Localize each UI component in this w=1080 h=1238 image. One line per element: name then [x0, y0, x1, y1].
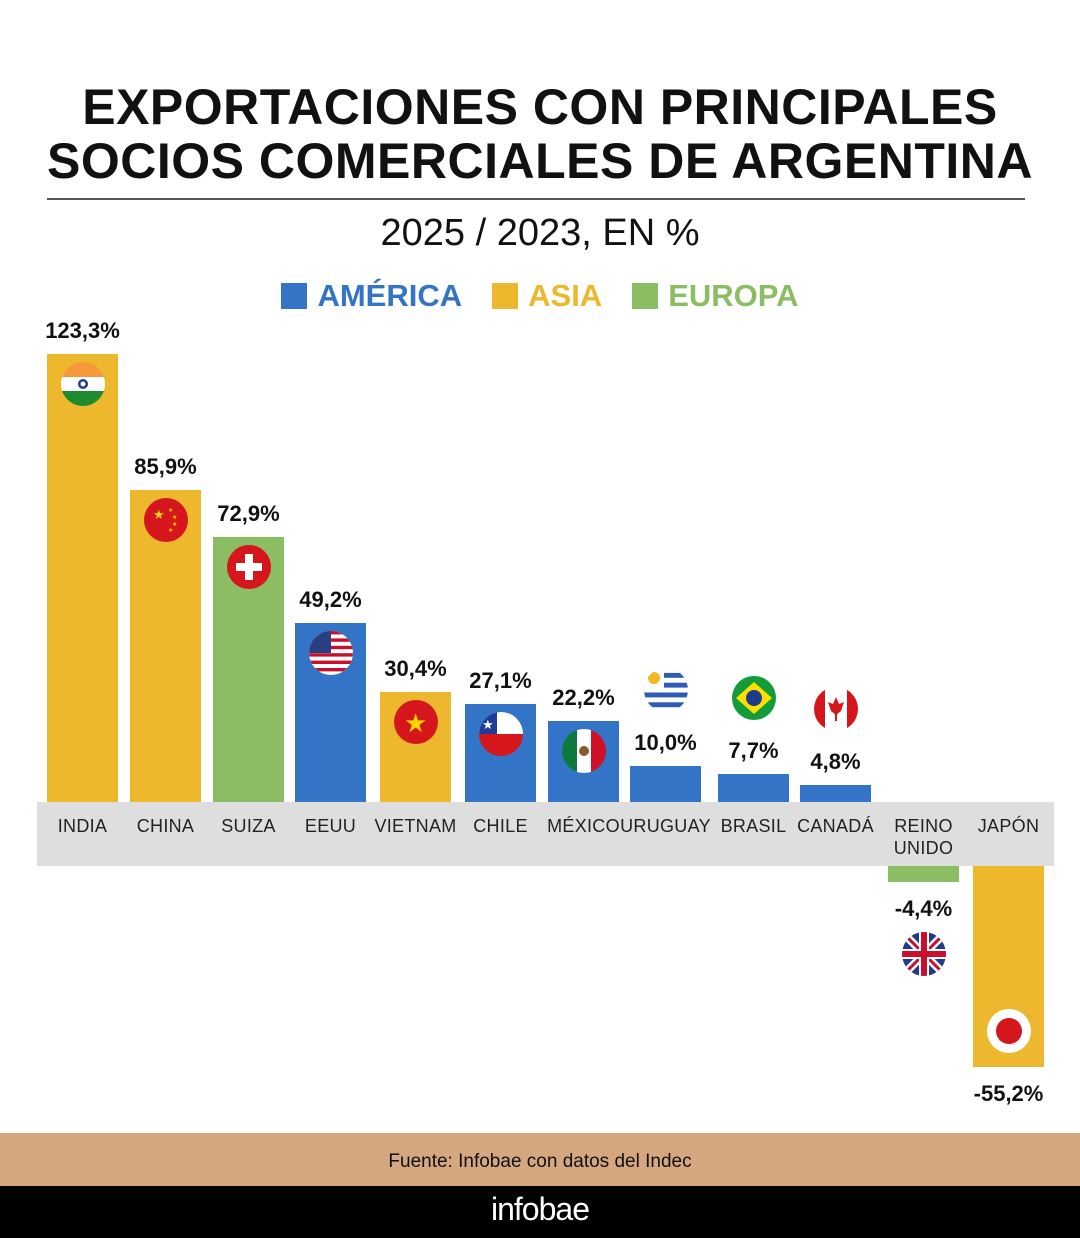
chile-flag-icon: ★ [478, 711, 523, 756]
value-label: 22,2% [552, 685, 615, 711]
india-flag-icon [60, 362, 105, 406]
value-label: 10,0% [634, 729, 697, 755]
value-label: 85,9% [134, 453, 197, 479]
canada-flag-icon [813, 686, 858, 731]
category-label: INDIA [57, 816, 108, 836]
category-band [37, 802, 1054, 866]
bar-canadá [800, 784, 871, 802]
legend-label: ASIA [528, 278, 603, 313]
category-label: URUGUAY [620, 816, 711, 836]
category-label: CHILE [473, 816, 528, 836]
value-label: 123,3% [45, 318, 120, 343]
source-note: Fuente: Infobae con datos del Indec [0, 1133, 1080, 1186]
china-flag-icon: ★ ★ ★ ★ ★ [143, 497, 188, 542]
value-label: 49,2% [299, 587, 362, 613]
uruguay-flag-icon [643, 667, 688, 712]
value-label: 27,1% [469, 667, 532, 693]
svg-text:★: ★ [153, 507, 165, 522]
bar-india [47, 354, 118, 802]
category-label: CHINA [136, 816, 195, 836]
bar-china [130, 489, 201, 802]
svg-text:★: ★ [172, 514, 177, 521]
bar-reino-unido [888, 866, 959, 882]
svg-text:★: ★ [404, 708, 427, 738]
category-label: MÉXICO [547, 816, 620, 836]
value-label: 30,4% [384, 655, 447, 681]
category-label: EEUU [304, 816, 357, 836]
switzerland-flag-icon [226, 545, 271, 590]
brazil-flag-icon [731, 676, 776, 721]
mexico-flag-icon [561, 729, 606, 774]
title-line-1: EXPORTACIONES CON PRINCIPALES [82, 79, 998, 135]
vietnam-flag-icon: ★ [393, 699, 438, 744]
value-label: 7,7% [728, 738, 779, 764]
legend-swatch [632, 283, 659, 309]
category-label: SUIZA [221, 816, 276, 836]
svg-text:★: ★ [172, 521, 177, 528]
category-label: JAPÓN [977, 816, 1040, 836]
legend: AMÉRICA ASIA EUROPA [0, 278, 1080, 314]
legend-label: AMÉRICA [317, 278, 463, 313]
japan-flag-icon [986, 1008, 1031, 1053]
uk-flag-icon [901, 931, 946, 976]
brand-logo: infobae [0, 1186, 1080, 1238]
bar-brasil [718, 774, 789, 802]
legend-item-america: AMÉRICA [281, 278, 462, 314]
subtitle: 2025 / 2023, EN % [380, 212, 700, 254]
category-label: REINO UNIDO [893, 816, 954, 858]
svg-text:★: ★ [168, 507, 173, 514]
value-label: 72,9% [217, 501, 280, 527]
usa-flag-icon [308, 631, 353, 676]
category-label: VIETNAM [374, 816, 457, 836]
title-line-2: SOCIOS COMERCIALES DE ARGENTINA [47, 133, 1033, 189]
svg-text:★: ★ [168, 527, 173, 534]
bar-uruguay [630, 765, 701, 802]
legend-swatch [492, 283, 519, 309]
svg-text:★: ★ [482, 717, 494, 732]
category-label: CANADÁ [797, 816, 874, 836]
legend-label: EUROPA [668, 278, 799, 313]
value-label: -55,2% [973, 1080, 1044, 1106]
legend-swatch [281, 283, 308, 309]
legend-item-europa: EUROPA [632, 278, 799, 314]
legend-item-asia: ASIA [492, 278, 602, 314]
value-label: -4,4% [894, 895, 953, 921]
category-label: BRASIL [720, 816, 787, 836]
value-label: 4,8% [810, 748, 861, 774]
divider [47, 198, 1025, 200]
